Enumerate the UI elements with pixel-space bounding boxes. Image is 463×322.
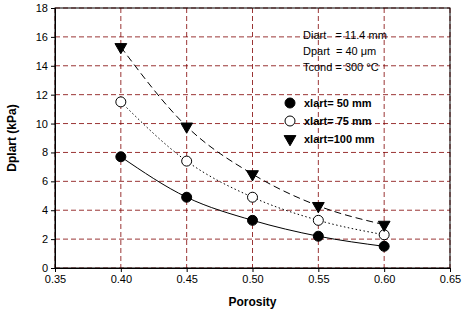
x-axis: 0.35 0.40 0.45 0.50 0.55 0.60 0.65 [45, 268, 461, 285]
y-axis-title: Dplart (kPa) [5, 104, 19, 171]
tick: 0.55 [308, 268, 329, 285]
series-line [121, 47, 384, 225]
legend-label: xlart= 50 mm [304, 97, 372, 109]
tick-mark [384, 268, 385, 272]
tick: 12 [36, 89, 55, 101]
legend-marker [284, 136, 296, 146]
tick: 4 [42, 204, 55, 216]
plot-background [55, 8, 450, 268]
grid-line-y [55, 210, 450, 211]
plot-frame [55, 8, 450, 268]
tick-label: 0.55 [308, 273, 329, 285]
annotation: Tcond = 300 °C [303, 61, 379, 73]
grid-line-y [55, 152, 450, 153]
data-point [247, 171, 259, 181]
axis-line [56, 269, 451, 273]
tick-label: 18 [36, 2, 48, 14]
tick: 18 [36, 2, 55, 14]
tick-label: 0.60 [374, 273, 395, 285]
grid-line-y [55, 65, 450, 66]
tick-mark [318, 268, 319, 272]
tick-label: 0.50 [242, 273, 263, 285]
tick-mark [51, 95, 55, 96]
tick-mark [51, 124, 55, 125]
tick: 6 [42, 175, 55, 187]
annotations: Diart = 11.4 mm Dpart = 40 μm Tcond = 300 … [303, 29, 387, 73]
tick-label: 6 [42, 175, 48, 187]
tick-label: 0.65 [440, 273, 461, 285]
legend-marker [285, 116, 295, 126]
data-point [379, 241, 389, 251]
tick: 0.40 [111, 268, 132, 285]
tick-label: 0.35 [45, 273, 66, 285]
plot: 0.35 0.40 0.45 0.50 0.55 0.60 0.65 0 2 4 6 8 10 12 14 1… [36, 2, 461, 285]
tick: 8 [42, 146, 55, 158]
data-point [116, 97, 126, 107]
tick-mark [51, 239, 55, 240]
tick: 0 [42, 262, 55, 274]
annotation: Diart = 11.4 mm [303, 29, 387, 41]
tick-mark [450, 268, 451, 272]
tick-mark [253, 268, 254, 272]
tick-mark [51, 268, 55, 269]
tick: 2 [42, 233, 55, 245]
grid [55, 8, 450, 268]
data-point [182, 192, 192, 202]
data-point [182, 156, 192, 166]
grid-line-y [55, 239, 450, 240]
grid-line-x [252, 8, 253, 268]
grid-line-y [55, 94, 450, 95]
data-point [313, 231, 323, 241]
tick-mark [51, 210, 55, 211]
tick-label: 10 [36, 118, 48, 130]
y-axis: 0 2 4 6 8 10 12 14 16 18 [36, 2, 56, 274]
x-axis-title: Porosity [228, 295, 276, 309]
annotation: Dpart = 40 μm [303, 45, 376, 57]
tick-label: 8 [42, 146, 48, 158]
tick-label: 0.40 [111, 273, 132, 285]
data-point [181, 123, 193, 133]
tick: 10 [36, 118, 55, 130]
tick-label: 4 [42, 204, 48, 216]
tick-mark [187, 268, 188, 272]
tick-label: 14 [36, 60, 48, 72]
tick-label: 0 [42, 262, 48, 274]
data-point [248, 192, 258, 202]
data-point [116, 152, 126, 162]
tick-mark [51, 152, 55, 153]
grid-line-x [186, 8, 187, 268]
tick: 0.65 [440, 268, 461, 285]
tick-mark [51, 37, 55, 38]
series-line [121, 102, 384, 235]
legend-marker [285, 98, 295, 108]
data-point [248, 215, 258, 225]
grid-line-y [55, 123, 450, 124]
data [115, 44, 390, 252]
tick: 0.60 [374, 268, 395, 285]
series-line [121, 157, 384, 247]
tick-mark [51, 8, 55, 9]
tick-mark [121, 268, 122, 272]
tick-mark [51, 181, 55, 182]
tick-mark [51, 66, 55, 67]
tick-label: 0.45 [176, 273, 197, 285]
grid-line-y [55, 36, 450, 37]
tick-label: 16 [36, 31, 48, 43]
legend-label: xlart=100 mm [304, 133, 375, 145]
legend: xlart= 50 mm xlart= 75 mm xlart=100 mm [284, 97, 375, 146]
data-point [313, 215, 323, 225]
data-point [378, 221, 390, 231]
chart: 0.35 0.40 0.45 0.50 0.55 0.60 0.65 0 2 4 6 8 10 12 14 1… [0, 0, 463, 322]
data-point [312, 202, 324, 212]
tick: 16 [36, 31, 55, 43]
tick: 14 [36, 60, 55, 72]
tick: 0.35 [45, 268, 66, 285]
tick: 0.50 [242, 268, 263, 285]
data-point [115, 44, 127, 54]
tick-label: 12 [36, 89, 48, 101]
tick: 0.45 [176, 268, 197, 285]
legend-label: xlart= 75 mm [304, 115, 372, 127]
tick-label: 2 [42, 233, 48, 245]
